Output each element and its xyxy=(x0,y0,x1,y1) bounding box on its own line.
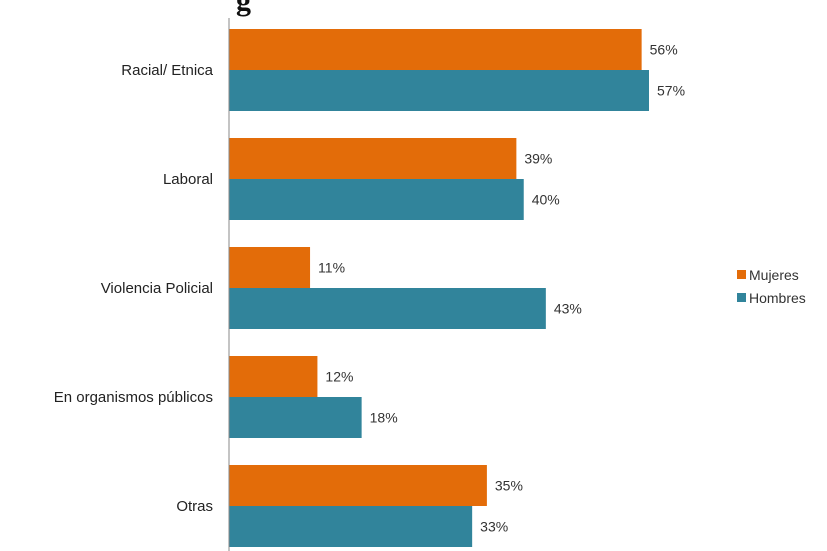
bar-hombres-violencia-policial xyxy=(229,288,546,329)
data-label-mujeres-otras: 35% xyxy=(495,478,523,494)
data-label-hombres-racial-etnica: 57% xyxy=(657,83,685,99)
category-label-violencia-policial: Violencia Policial xyxy=(101,280,213,297)
bar-mujeres-otras xyxy=(229,465,487,506)
data-label-mujeres-en-organismos-publicos: 12% xyxy=(325,369,353,385)
bar-hombres-racial-etnica xyxy=(229,70,649,111)
data-label-mujeres-laboral: 39% xyxy=(524,151,552,167)
legend-item-mujeres: Mujeres xyxy=(737,263,806,286)
category-label-en-organismos-publicos: En organismos públicos xyxy=(54,389,213,406)
category-label-otras: Otras xyxy=(176,498,213,515)
bar-hombres-laboral xyxy=(229,179,524,220)
bar-hombres-en-organismos-publicos xyxy=(229,397,362,438)
data-label-mujeres-racial-etnica: 56% xyxy=(650,42,678,58)
legend-item-hombres: Hombres xyxy=(737,286,806,309)
chart-title-fragment: g xyxy=(236,0,251,17)
legend: Mujeres Hombres xyxy=(737,263,806,309)
data-label-mujeres-violencia-policial: 11% xyxy=(318,260,345,276)
legend-swatch-mujeres xyxy=(737,270,746,279)
bar-mujeres-laboral xyxy=(229,138,517,179)
data-label-hombres-en-organismos-publicos: 18% xyxy=(370,410,398,426)
bar-mujeres-en-organismos-publicos xyxy=(229,356,318,397)
category-label-racial-etnica: Racial/ Etnica xyxy=(121,62,213,79)
data-label-hombres-laboral: 40% xyxy=(532,192,560,208)
bar-hombres-otras xyxy=(229,506,473,547)
legend-label-hombres: Hombres xyxy=(749,289,806,306)
legend-label-mujeres: Mujeres xyxy=(749,266,799,283)
data-label-hombres-violencia-policial: 43% xyxy=(554,301,582,317)
data-label-hombres-otras: 33% xyxy=(480,519,508,535)
category-label-laboral: Laboral xyxy=(163,171,213,188)
bar-mujeres-violencia-policial xyxy=(229,247,311,288)
legend-swatch-hombres xyxy=(737,293,746,302)
bar-mujeres-racial-etnica xyxy=(229,29,642,70)
